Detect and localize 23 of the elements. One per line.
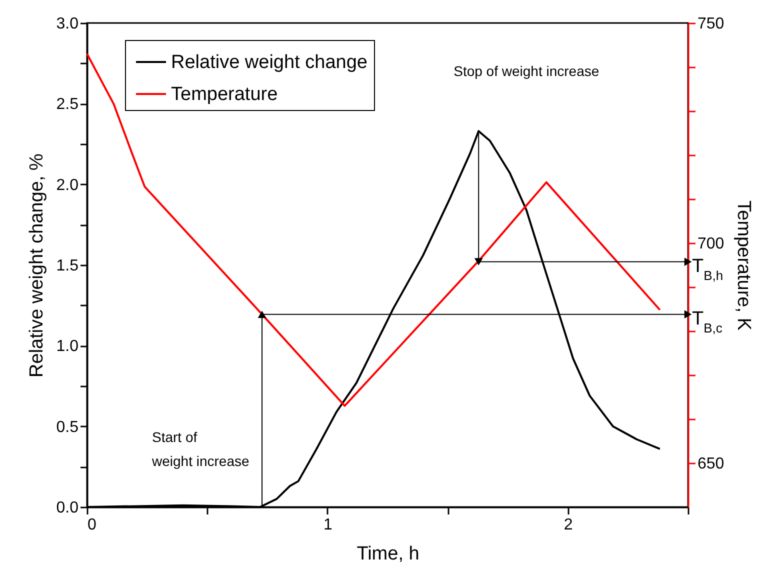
y-tick-label: 2.0 — [56, 176, 79, 194]
y-tick-label: 0.5 — [56, 418, 79, 436]
y-tick-label: 3.0 — [56, 16, 79, 32]
y2-tick-label: 750 — [698, 16, 724, 32]
y-tick-label: 1.5 — [56, 258, 79, 274]
x-tick-label: 2 — [564, 516, 573, 534]
annotation: T$_{B,h}$ — [692, 256, 724, 282]
x-axis-title: Time, h — [356, 544, 420, 564]
y2-tick-label: 650 — [698, 456, 724, 472]
annotation: Stop of weight increase — [454, 63, 600, 80]
x-tick-label: 1 — [323, 516, 332, 534]
y-axis-title: Relative weight change, % — [26, 153, 48, 378]
legend-label: Temperature — [171, 84, 278, 105]
y2-axis-title: Temperature, K — [733, 200, 754, 331]
y-tick-label: 1.0 — [56, 338, 79, 356]
y2-tick-label: 700 — [698, 236, 724, 252]
y-tick-label: 2.5 — [56, 96, 79, 114]
legend-label: Relative weight change — [171, 52, 368, 73]
line-series — [86, 52, 661, 407]
annotation: T$_{B,c}$ — [692, 308, 723, 335]
x-tick-label: 0 — [88, 516, 96, 534]
annotation: Start of weight increase — [151, 429, 250, 469]
y-tick-label: 0.0 — [56, 500, 79, 516]
